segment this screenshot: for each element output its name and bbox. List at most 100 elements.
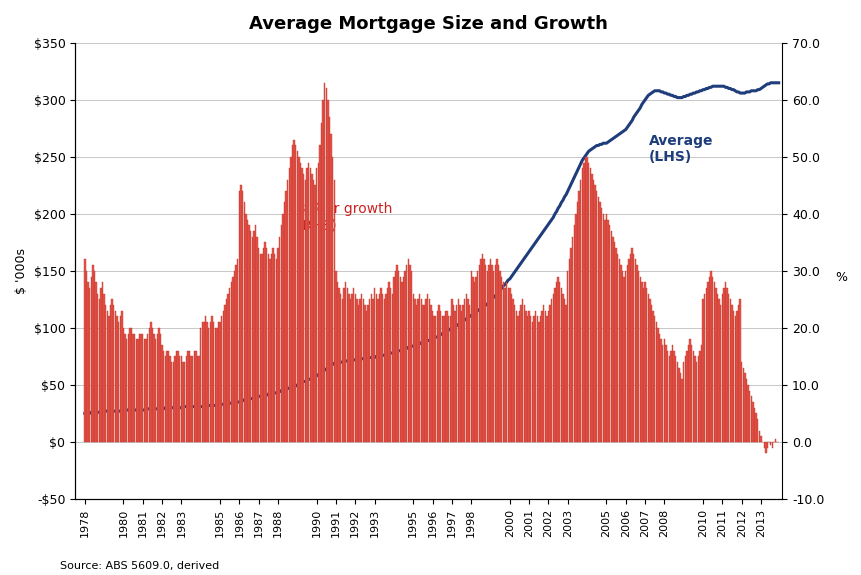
Bar (693, 356, 695, 442)
Bar (196, 356, 198, 442)
Bar (483, 259, 484, 442)
Bar (374, 288, 375, 442)
Bar (559, 282, 560, 442)
Bar (583, 163, 584, 442)
Bar (232, 277, 233, 442)
Bar (406, 265, 407, 442)
Bar (207, 322, 208, 442)
Bar (152, 328, 153, 442)
Bar (753, 408, 754, 442)
Bar (352, 288, 354, 442)
Bar (703, 294, 704, 442)
Bar (535, 311, 536, 442)
Bar (115, 311, 116, 442)
Bar (330, 134, 331, 442)
Bar (192, 356, 193, 442)
Bar (338, 288, 339, 442)
Bar (702, 300, 703, 442)
Bar (381, 294, 383, 442)
Bar (242, 191, 243, 442)
Bar (602, 214, 604, 442)
Bar (721, 294, 722, 442)
Bar (229, 288, 230, 442)
Bar (317, 163, 319, 442)
Bar (607, 220, 608, 442)
Bar (515, 311, 517, 442)
Bar (170, 362, 172, 442)
Bar (581, 168, 582, 442)
Bar (426, 294, 428, 442)
Bar (632, 254, 634, 442)
Bar (568, 259, 569, 442)
Bar (594, 185, 595, 442)
Bar (463, 300, 465, 442)
Bar (341, 300, 343, 442)
Bar (263, 248, 264, 442)
Bar (348, 294, 349, 442)
Bar (431, 311, 433, 442)
Bar (589, 168, 591, 442)
Bar (309, 168, 311, 442)
Bar (316, 168, 317, 442)
Bar (122, 328, 124, 442)
Text: 3 Year growth
(RHS): 3 Year growth (RHS) (297, 202, 393, 233)
Bar (420, 300, 422, 442)
Bar (695, 362, 697, 442)
Bar (468, 305, 470, 442)
Bar (111, 300, 113, 442)
Bar (189, 351, 190, 442)
Bar (700, 345, 702, 442)
Bar (618, 259, 619, 442)
Bar (759, 436, 761, 442)
Bar (176, 351, 177, 442)
Bar (97, 294, 98, 442)
Bar (256, 237, 257, 442)
Bar (621, 271, 623, 442)
Bar (233, 271, 235, 442)
Bar (246, 220, 248, 442)
Bar (398, 271, 399, 442)
Bar (674, 356, 676, 442)
Bar (422, 305, 423, 442)
Bar (650, 305, 652, 442)
Bar (565, 305, 567, 442)
Bar (311, 174, 313, 442)
Bar (109, 305, 111, 442)
Bar (340, 294, 341, 442)
Bar (726, 288, 727, 442)
Bar (346, 288, 348, 442)
Bar (158, 328, 159, 442)
Bar (637, 271, 639, 442)
Bar (404, 271, 406, 442)
Bar (375, 294, 376, 442)
Bar (194, 351, 195, 442)
Bar (620, 265, 621, 442)
Bar (250, 231, 251, 442)
Bar (359, 300, 361, 442)
Bar (208, 328, 209, 442)
Bar (402, 277, 404, 442)
Bar (105, 305, 106, 442)
Bar (335, 271, 337, 442)
Bar (524, 311, 526, 442)
Bar (752, 402, 753, 442)
Bar (647, 294, 648, 442)
Bar (507, 288, 508, 442)
Bar (626, 265, 628, 442)
Bar (185, 356, 187, 442)
Bar (248, 225, 250, 442)
Bar (671, 345, 672, 442)
Bar (474, 277, 476, 442)
Bar (467, 300, 468, 442)
Bar (282, 214, 283, 442)
Bar (615, 248, 616, 442)
Bar (84, 259, 85, 442)
Bar (441, 316, 443, 442)
Bar (155, 339, 156, 442)
Bar (682, 362, 684, 442)
Bar (732, 311, 734, 442)
Bar (418, 294, 420, 442)
Bar (388, 282, 389, 442)
Bar (616, 254, 617, 442)
Bar (717, 300, 719, 442)
